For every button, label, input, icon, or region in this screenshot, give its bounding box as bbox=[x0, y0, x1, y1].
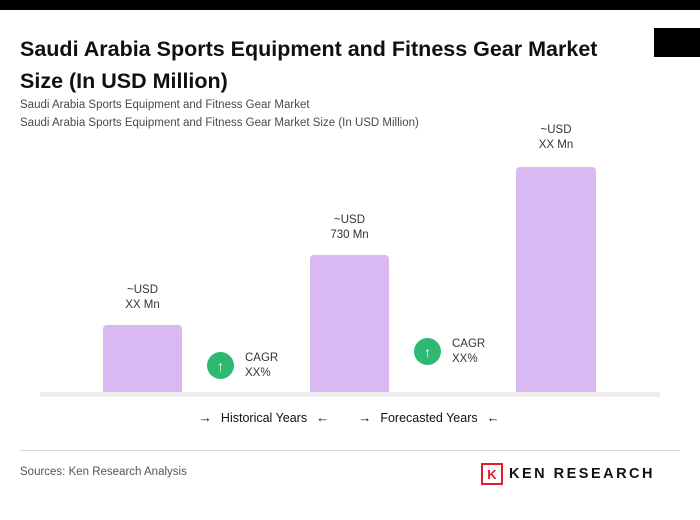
axis-group-historical: → Historical Years ← bbox=[174, 410, 354, 425]
cagr-label-line1: CAGR bbox=[452, 338, 486, 350]
logo-text: KEN RESEARCH bbox=[508, 466, 655, 482]
axis-group-label: Historical Years bbox=[220, 410, 308, 425]
ken-research-logo: K KEN RESEARCH bbox=[480, 463, 655, 485]
cagr-indicator: ↑ CAGR XX% bbox=[207, 351, 278, 381]
subtitle-line-1: Saudi Arabia Sports Equipment and Fitnes… bbox=[20, 99, 310, 111]
cagr-indicator: ↑ CAGR XX% bbox=[414, 337, 485, 367]
chart-baseline bbox=[40, 392, 660, 397]
bar-value-line2: XX Mn bbox=[125, 298, 160, 311]
bar-value-line1: ~USD bbox=[540, 124, 572, 136]
subtitle-line-2: Saudi Arabia Sports Equipment and Fitnes… bbox=[20, 117, 419, 129]
bar-value-label: ~USD XX Mn bbox=[93, 283, 192, 313]
decorative-black-box bbox=[654, 28, 700, 57]
bar-value-line1: ~USD bbox=[334, 214, 365, 226]
bar-value-line2: 730 Mn bbox=[330, 228, 369, 241]
right-arrow-icon: → bbox=[358, 410, 372, 425]
bar-value-line1: ~USD bbox=[127, 284, 158, 296]
bar-rect bbox=[516, 167, 596, 395]
bar-rect bbox=[310, 255, 389, 395]
axis-group-forecasted: → Forecasted Years ← bbox=[339, 410, 519, 425]
cagr-label: CAGR XX% bbox=[245, 351, 278, 381]
bar-value-label: ~USD XX Mn bbox=[506, 123, 606, 153]
right-arrow-icon: → bbox=[198, 410, 212, 425]
cagr-label-line2: XX% bbox=[245, 366, 271, 379]
page-title: Saudi Arabia Sports Equipment and Fitnes… bbox=[20, 37, 598, 93]
left-arrow-icon: ← bbox=[486, 410, 500, 425]
cagr-label: CAGR XX% bbox=[452, 337, 485, 367]
bar-rect bbox=[103, 325, 182, 395]
left-arrow-icon: ← bbox=[316, 410, 330, 425]
top-black-strip bbox=[0, 0, 700, 10]
cagr-label-line2: XX% bbox=[452, 352, 478, 365]
bar-value-label: ~USD 730 Mn bbox=[300, 213, 399, 243]
axis-group-label: Forecasted Years bbox=[380, 410, 478, 425]
up-arrow-icon: ↑ bbox=[207, 352, 234, 380]
bar-value-line2: XX Mn bbox=[538, 138, 574, 151]
up-arrow-icon: ↑ bbox=[414, 338, 441, 366]
logo-k-icon: K bbox=[480, 463, 503, 485]
source-text: Sources: Ken Research Analysis bbox=[20, 466, 187, 478]
cagr-label-line1: CAGR bbox=[245, 352, 279, 364]
footer-divider bbox=[20, 450, 680, 451]
